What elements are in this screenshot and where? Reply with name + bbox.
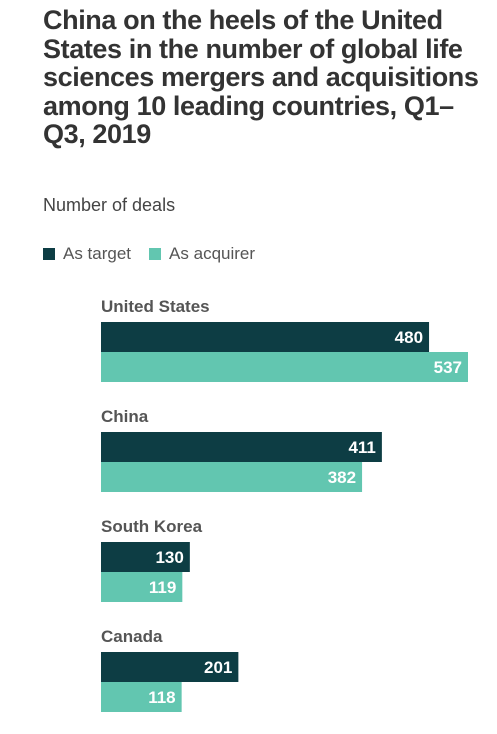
bar-china-as-target	[101, 432, 382, 462]
bar-canada-as-target	[101, 652, 239, 682]
value-label-south-korea-as-target: 130	[155, 548, 183, 567]
bar-south-korea-as-target	[101, 542, 190, 572]
bar-south-korea-as-acquirer	[101, 572, 183, 602]
value-label-canada-as-target: 201	[204, 658, 232, 677]
value-label-china-as-acquirer: 382	[328, 468, 356, 487]
bar-china-as-acquirer	[101, 462, 363, 492]
legend: As target As acquirer	[43, 244, 273, 264]
bar-united-states-as-acquirer	[101, 352, 468, 382]
chart-subtitle: Number of deals	[43, 195, 176, 215]
legend-swatch-target	[43, 248, 55, 260]
legend-item-acquirer: As acquirer	[149, 244, 255, 264]
bar-united-states-as-target	[101, 322, 430, 352]
legend-label-target: As target	[63, 244, 132, 263]
chart-title: China on the heels of the United States …	[43, 5, 479, 149]
category-label-china: China	[101, 407, 149, 426]
value-label-china-as-target: 411	[348, 438, 375, 457]
value-label-united-states-as-acquirer: 537	[434, 358, 462, 377]
legend-label-acquirer: As acquirer	[169, 244, 256, 263]
category-label-south-korea: South Korea	[101, 517, 203, 536]
value-label-canada-as-acquirer: 118	[148, 688, 175, 707]
value-label-united-states-as-target: 480	[395, 328, 423, 347]
legend-item-target: As target	[43, 244, 131, 264]
bar-canada-as-acquirer	[101, 682, 182, 712]
legend-swatch-acquirer	[149, 248, 162, 260]
value-label-south-korea-as-acquirer: 119	[149, 578, 176, 597]
category-label-canada: Canada	[101, 627, 163, 646]
category-label-united-states: United States	[101, 297, 210, 316]
